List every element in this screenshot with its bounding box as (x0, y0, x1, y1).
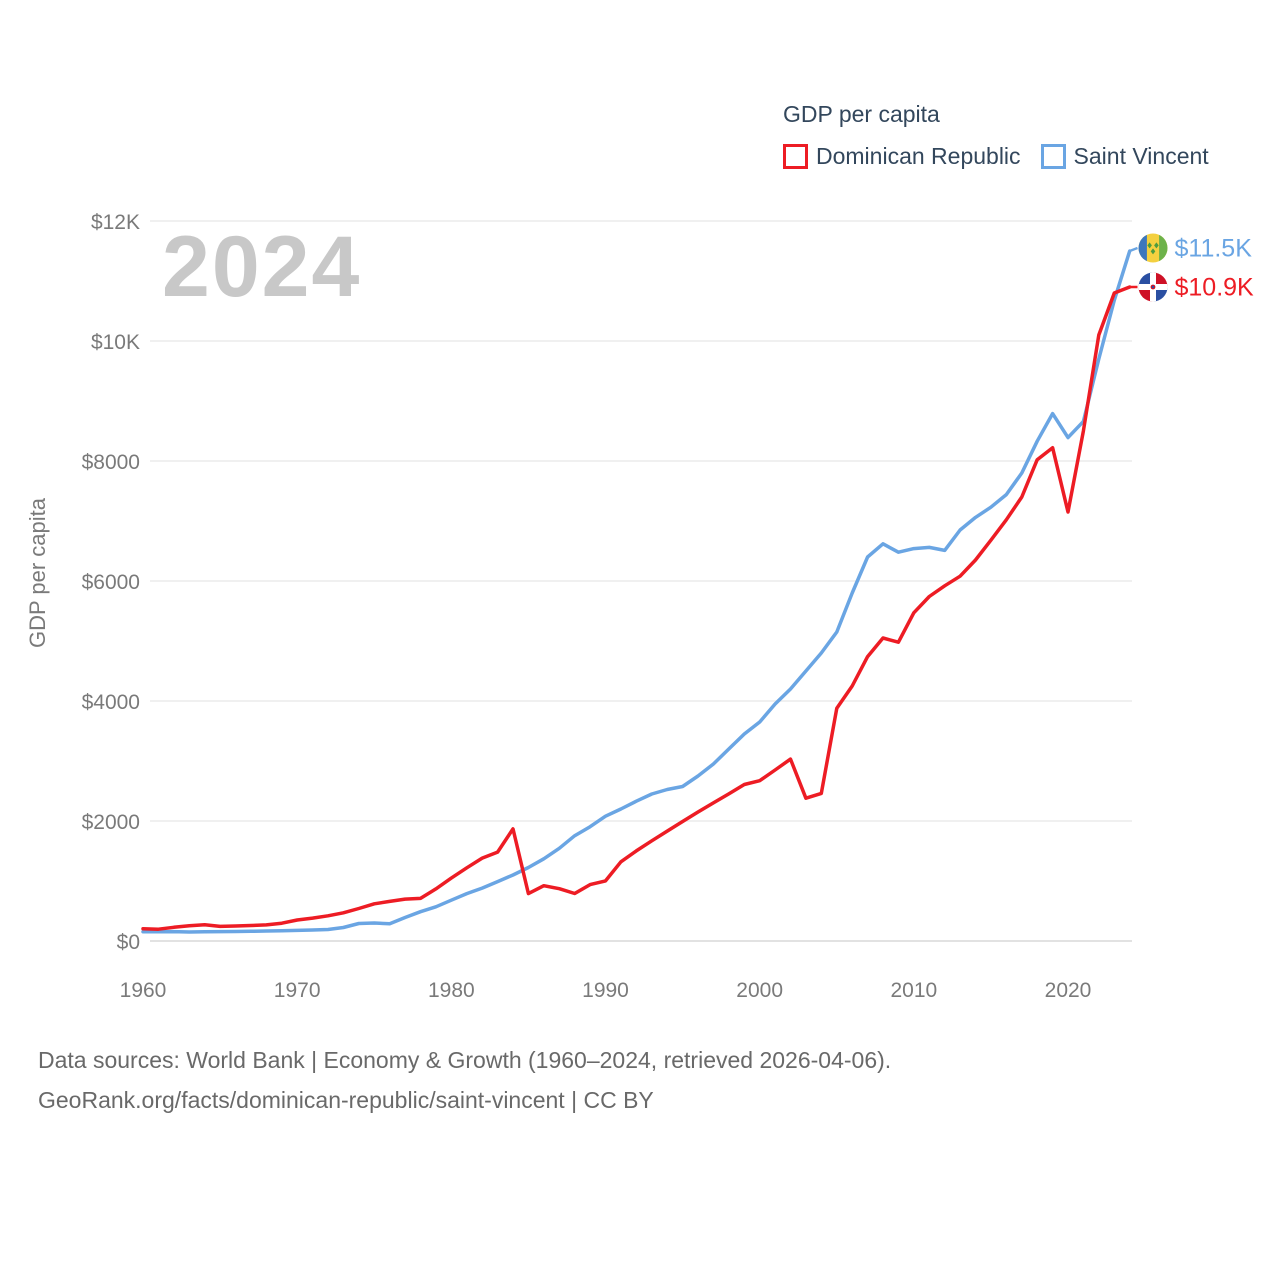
legend-swatch-saint-vincent (1040, 144, 1066, 169)
year-watermark: 2024 (162, 219, 362, 315)
series-line-dominican-republic (141, 285, 1132, 931)
legend-row: Dominican Republic Saint Vincent (783, 143, 1209, 170)
y-tick-label: $6000 (82, 571, 140, 594)
legend-label-dominican-republic: Dominican Republic (816, 143, 1021, 169)
series-line-saint-vincent (141, 249, 1132, 934)
end-value-label-dominican-republic: $10.9K (1175, 274, 1255, 302)
y-tick-label: $2000 (82, 811, 140, 834)
x-tick-label: 1980 (428, 979, 475, 1002)
flag-icon-saint-vincent (1138, 233, 1168, 263)
y-tick-label: $4000 (82, 691, 140, 714)
end-connector-saint-vincent (1129, 246, 1138, 253)
legend-swatch-dominican-republic (783, 144, 808, 169)
chart-footer: Data sources: World Bank | Economy & Gro… (38, 1040, 891, 1120)
footer-attribution: GeoRank.org/facts/dominican-republic/sai… (38, 1087, 654, 1113)
chart-legend: GDP per capita Dominican Republic Saint … (783, 101, 1209, 170)
x-tick-label: 1960 (120, 979, 167, 1002)
footer-data-sources: Data sources: World Bank | Economy & Gro… (38, 1047, 892, 1073)
legend-item-saint-vincent[interactable]: Saint Vincent (1040, 143, 1209, 170)
legend-title: GDP per capita (783, 101, 940, 127)
x-tick-label: 1970 (274, 979, 321, 1002)
y-tick-label: $10K (91, 331, 140, 354)
y-axis-title: GDP per capita (25, 497, 50, 648)
y-tick-label: $8000 (82, 451, 140, 474)
x-tick-label: 2010 (890, 979, 937, 1002)
flag-icon-dominican-republic (1138, 272, 1168, 302)
end-value-label-saint-vincent: $11.5K (1175, 235, 1253, 263)
x-tick-label: 2000 (736, 979, 783, 1002)
legend-label-saint-vincent: Saint Vincent (1073, 143, 1209, 169)
x-tick-label: 1990 (582, 979, 629, 1002)
legend-item-dominican-republic[interactable]: Dominican Republic (783, 143, 1021, 170)
y-tick-label: $12K (91, 211, 140, 234)
x-tick-label: 2020 (1045, 979, 1092, 1002)
y-tick-label: $0 (117, 931, 140, 954)
